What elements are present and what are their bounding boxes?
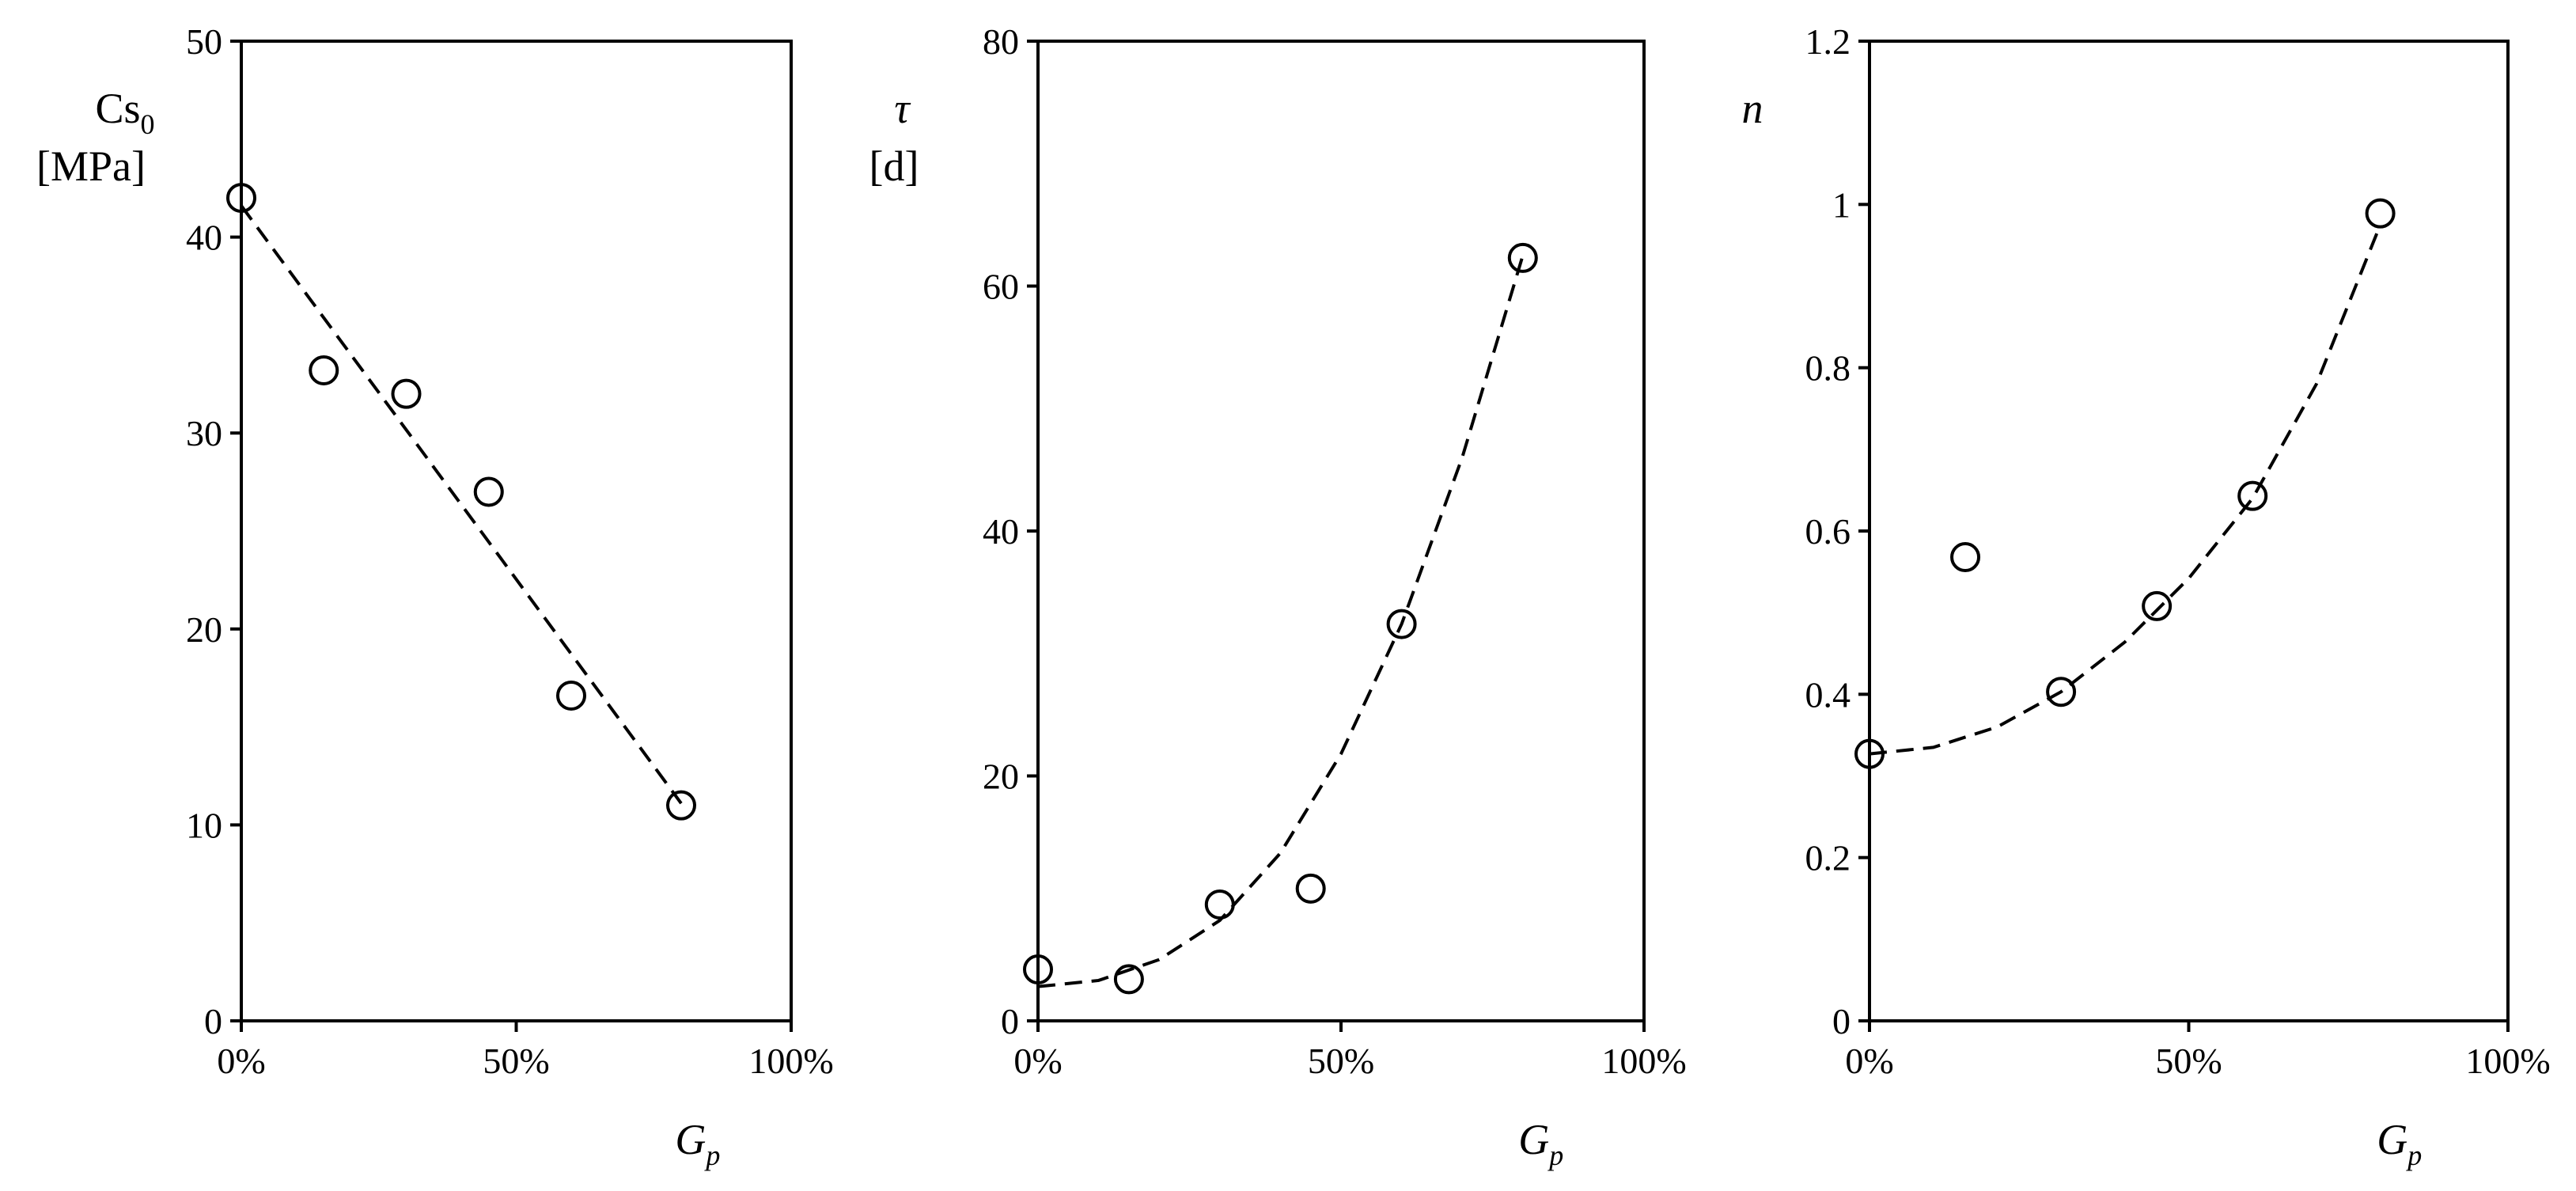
data-point (391, 378, 422, 409)
data-point (2142, 590, 2173, 621)
chart-panel-1: 0 10 20 30 40 50 0% 50% 100% Gp Cs0[MPa] (36, 21, 834, 1171)
x-axis-title: Gp (675, 1116, 720, 1171)
y-tick-label: 40 (186, 218, 222, 258)
y-tick-label: 50 (186, 21, 222, 62)
x-tick-label: 100% (1601, 1041, 1686, 1081)
y-tick-label: 1.2 (1805, 21, 1851, 62)
plot-frame (1036, 40, 1646, 1022)
x-tick-label: 50% (483, 1041, 549, 1081)
data-point (1507, 242, 1538, 273)
y-tick-label: 0.4 (1805, 674, 1851, 715)
y-axis-title: Cs0 (95, 85, 154, 140)
data-point (309, 355, 339, 385)
data-point (1386, 609, 1417, 639)
data-point (1854, 738, 1885, 769)
data-point (1950, 542, 1981, 573)
x-axis-title: Gp (1518, 1116, 1563, 1171)
data-point (226, 183, 256, 214)
y-tick-label: 0 (1001, 1001, 1019, 1041)
data-point (2365, 198, 2396, 229)
x-tick-label: 100% (748, 1041, 833, 1081)
y-tick-label: 0.6 (1805, 511, 1851, 552)
data-point (556, 680, 586, 711)
y-tick-label: 1 (1832, 184, 1851, 225)
y-axis-unit: [d] (869, 142, 919, 190)
x-axis-title: Gp (2377, 1116, 2422, 1171)
data-point (2046, 677, 2077, 707)
data-point (666, 790, 696, 821)
x-tick-label: 0% (217, 1041, 265, 1081)
x-tick-label: 50% (1308, 1041, 1374, 1081)
x-tick-label: 100% (2465, 1041, 2550, 1081)
y-tick-label: 80 (983, 21, 1019, 62)
data-point (2237, 480, 2268, 511)
chart-panel-2: 0 20 40 60 80 0% 50% 100% Gp τ [d] (869, 21, 1687, 1171)
data-point (473, 476, 504, 507)
x-tick-label: 0% (1013, 1041, 1062, 1081)
trend-line (1869, 224, 2382, 756)
y-tick-label: 40 (983, 511, 1019, 552)
trend-line (1037, 255, 1525, 988)
y-tick-label: 0.2 (1805, 838, 1851, 878)
trend-line (240, 204, 683, 805)
plot-frame (1868, 40, 2510, 1022)
x-tick-label: 0% (1845, 1041, 1893, 1081)
y-tick-label: 20 (186, 609, 222, 650)
chart-panel-3: 0 0.2 0.4 0.6 0.8 1 1.2 0% 50% 100% Gp n (1742, 21, 2551, 1171)
y-axis-title: n (1742, 85, 1763, 132)
y-tick-label: 0.8 (1805, 348, 1851, 389)
plot-frame (240, 40, 793, 1022)
y-axis-unit: [MPa] (36, 142, 146, 190)
y-tick-label: 10 (186, 805, 222, 845)
y-tick-label: 20 (983, 757, 1019, 797)
y-tick-label: 0 (204, 1001, 222, 1041)
y-tick-label: 60 (983, 267, 1019, 307)
y-tick-label: 0 (1832, 1001, 1851, 1041)
y-tick-label: 30 (186, 413, 222, 453)
data-point (1113, 964, 1144, 995)
data-point (1023, 954, 1053, 985)
x-tick-label: 50% (2155, 1041, 2222, 1081)
y-axis-title: τ (894, 85, 911, 132)
data-point (1204, 889, 1235, 920)
data-point (1295, 873, 1326, 904)
